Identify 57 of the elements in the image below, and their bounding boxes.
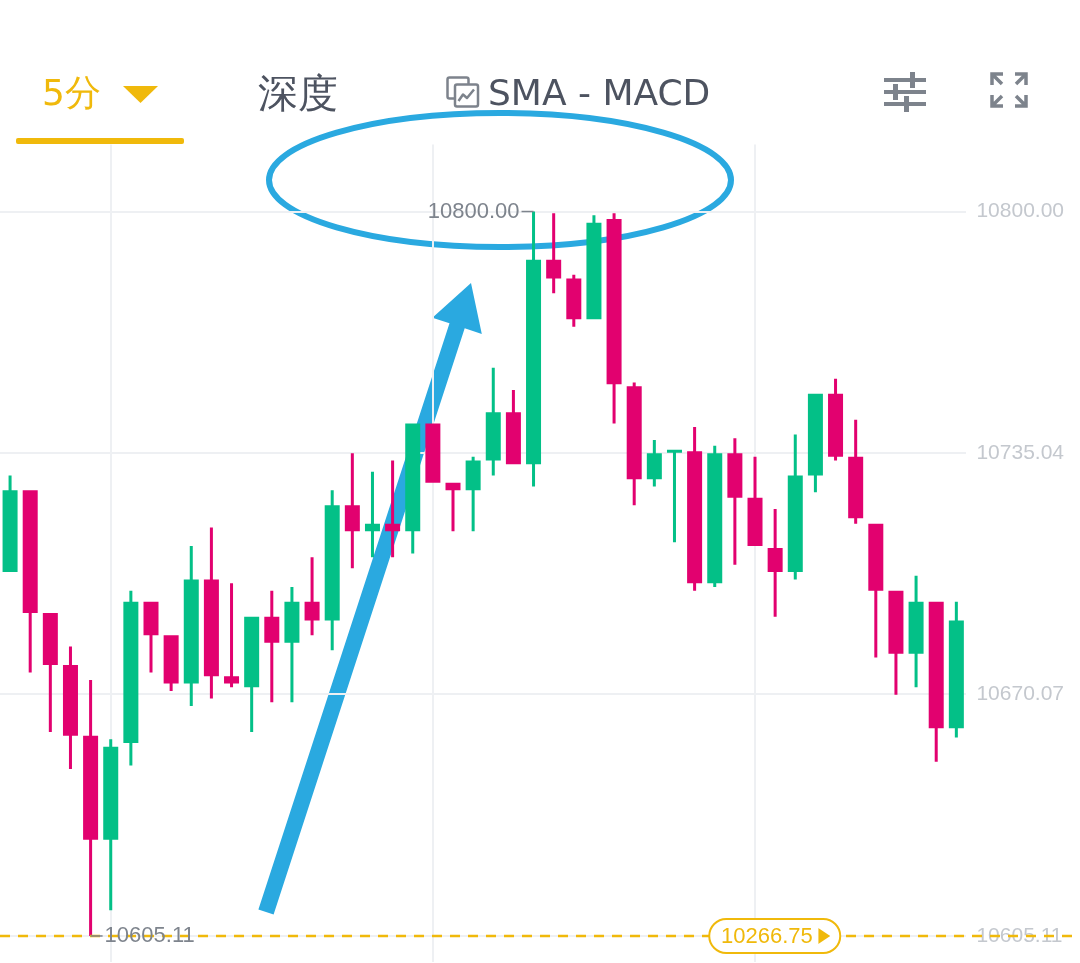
candlestick — [566, 275, 582, 328]
y-tick-label: 10670.07 — [976, 681, 1064, 705]
candlestick — [747, 457, 763, 547]
candlestick — [586, 215, 602, 320]
candlestick — [123, 591, 139, 766]
candlestick — [264, 591, 280, 703]
candlestick — [183, 546, 199, 707]
annotation: 10605.11 — [104, 922, 195, 948]
candlestick — [62, 646, 78, 770]
annotation: 10800.00 — [427, 197, 520, 223]
candlestick — [928, 602, 944, 763]
candlestick — [828, 379, 844, 461]
text: SMA - MACD — [488, 71, 711, 115]
candlestick — [284, 587, 300, 703]
candlestick — [203, 527, 219, 699]
candlestick — [868, 524, 884, 658]
candlestick — [2, 475, 18, 573]
candlestick — [546, 213, 562, 294]
annotation: 10266.75 — [721, 923, 813, 950]
candlestick — [707, 446, 723, 588]
candlestick — [948, 602, 964, 738]
candlestick — [767, 509, 783, 618]
candlestick — [405, 423, 421, 554]
text: 5分 — [42, 71, 101, 115]
candlestick — [244, 617, 260, 733]
candlestick — [787, 434, 803, 580]
candlestick — [687, 427, 703, 592]
candlestick — [666, 450, 682, 543]
candlestick — [224, 583, 240, 688]
y-tick-label: 10735.04 — [976, 440, 1065, 464]
candlestick — [364, 472, 380, 558]
candlestick — [526, 211, 542, 487]
candlestick — [848, 420, 864, 525]
candlestick — [445, 483, 461, 532]
candlestick — [606, 213, 622, 424]
candlestick — [304, 557, 320, 636]
candlestick — [344, 453, 360, 569]
candlestick — [646, 440, 662, 487]
candlestick — [83, 680, 99, 937]
candlestick — [42, 613, 58, 733]
candlestick — [626, 382, 642, 506]
candlestick — [888, 591, 904, 696]
candlestick — [485, 368, 501, 476]
candlestick — [505, 390, 521, 465]
candlestick — [908, 576, 924, 688]
candlestick — [727, 438, 743, 566]
y-tick-label: 10800.00 — [976, 198, 1064, 222]
candlestick — [143, 602, 159, 673]
candlestick — [807, 394, 823, 493]
candlestick — [425, 423, 441, 484]
candlestick — [163, 635, 179, 692]
candlestick — [465, 457, 481, 532]
candlestick — [103, 739, 119, 911]
candlestick — [385, 460, 401, 558]
candlestick — [324, 490, 340, 651]
text: 深度 — [258, 70, 338, 116]
candlestick — [22, 490, 38, 673]
